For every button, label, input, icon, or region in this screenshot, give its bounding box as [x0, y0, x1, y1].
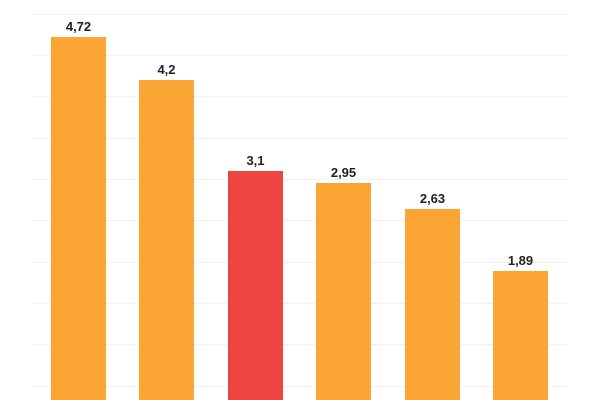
gridline	[32, 220, 568, 221]
bar-value-label: 4,2	[157, 62, 176, 77]
bar-value-label: 4,72	[65, 19, 92, 34]
gridline	[32, 138, 568, 139]
gridline	[32, 303, 568, 304]
bar-value-label: 1,89	[507, 253, 534, 268]
bar-value-label: 3,1	[246, 153, 265, 168]
bar	[51, 37, 106, 400]
bar-value-label: 2,95	[330, 165, 357, 180]
bar	[316, 183, 371, 400]
gridline	[32, 344, 568, 345]
gridline	[32, 96, 568, 97]
gridline	[32, 262, 568, 263]
gridline	[32, 386, 568, 387]
bar-value-label: 2,63	[419, 191, 446, 206]
gridline	[32, 14, 568, 15]
bar	[493, 271, 548, 400]
gridline	[32, 179, 568, 180]
bar	[139, 80, 194, 400]
bar-highlighted	[228, 171, 283, 400]
bar	[405, 209, 460, 400]
gridline	[32, 55, 568, 56]
